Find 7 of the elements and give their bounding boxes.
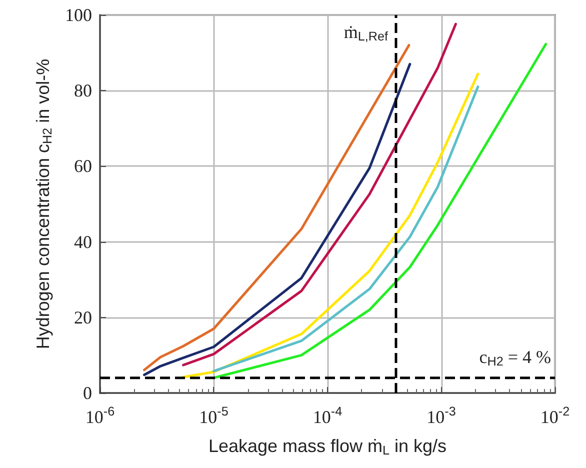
y-tick-label: 80: [74, 80, 92, 101]
y-axis-title: Hydrogen concentration cH2 in vol-%: [33, 58, 55, 350]
y-tick-label: 0: [83, 383, 92, 403]
y-tick-label: 100: [65, 5, 92, 25]
y-tick-label: 60: [74, 156, 92, 176]
y-tick-label: 40: [74, 232, 92, 252]
y-tick-label: 20: [74, 307, 92, 328]
